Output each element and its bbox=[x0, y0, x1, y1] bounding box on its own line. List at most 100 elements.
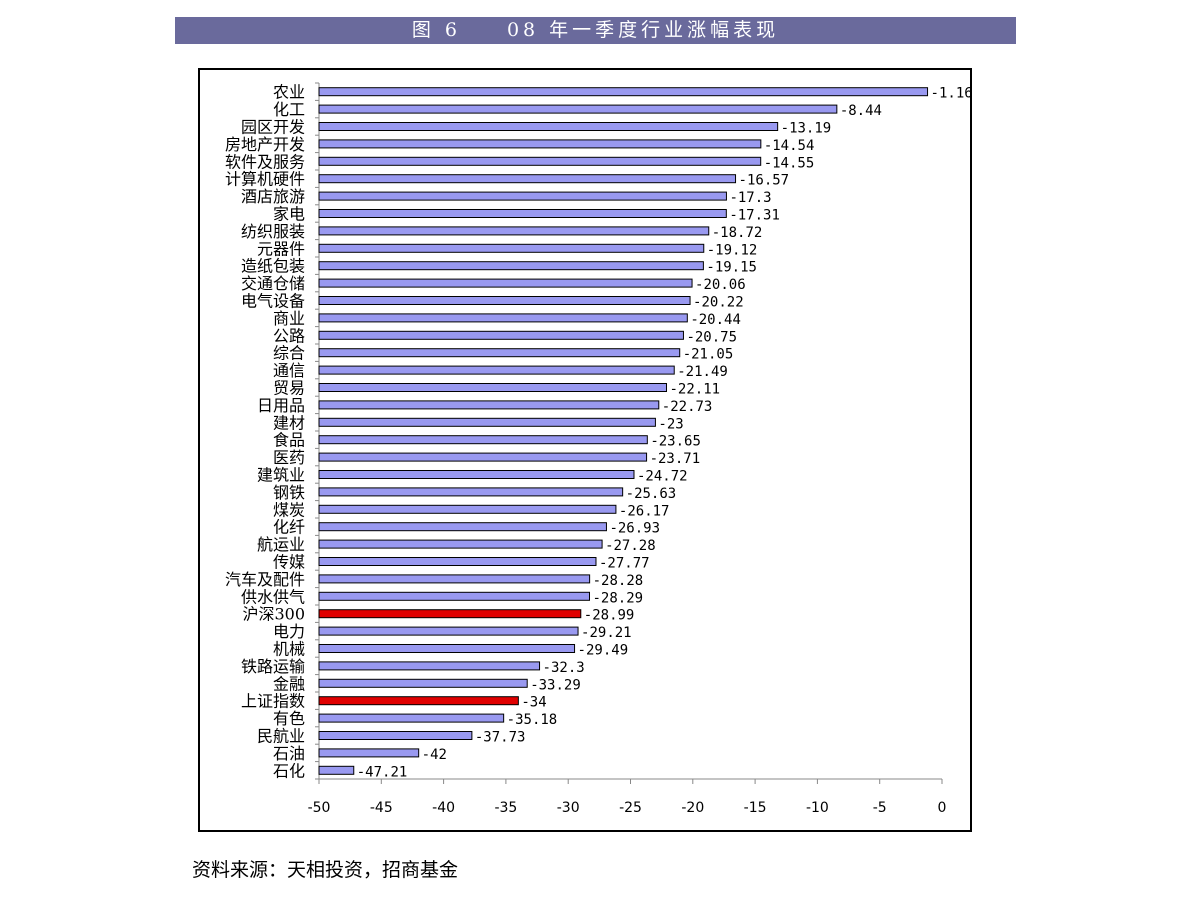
category-label: 造纸包装 bbox=[241, 257, 305, 276]
data-label: -35.18 bbox=[507, 712, 558, 728]
category-label: 化工 bbox=[273, 100, 305, 119]
bar bbox=[318, 626, 579, 636]
category-label: 金融 bbox=[273, 674, 305, 693]
data-label: -19.12 bbox=[707, 242, 758, 258]
category-label: 传媒 bbox=[273, 553, 305, 572]
bar bbox=[318, 522, 607, 532]
data-label: -18.72 bbox=[712, 225, 763, 241]
bar bbox=[318, 191, 727, 201]
bar bbox=[318, 609, 582, 619]
x-tick-label: -20 bbox=[681, 800, 704, 816]
bar bbox=[318, 748, 420, 758]
bar bbox=[318, 643, 576, 654]
chart-frame: -50 -45 -40 -35 -30 -25 -20 -15 -10 -5 0 农业 -1.16 化工 -… bbox=[198, 68, 972, 832]
data-label: -27.77 bbox=[599, 556, 650, 572]
category-label: 石油 bbox=[273, 744, 305, 763]
bar bbox=[318, 208, 727, 219]
data-label: -20.06 bbox=[695, 277, 746, 293]
category-label: 家电 bbox=[273, 205, 305, 224]
bar bbox=[318, 87, 929, 97]
data-label: -19.15 bbox=[706, 260, 757, 276]
x-tick-label: -10 bbox=[806, 800, 829, 816]
bar bbox=[318, 400, 660, 410]
bar bbox=[318, 730, 473, 741]
category-label: 沪深300 bbox=[242, 605, 305, 624]
category-label: 交通仓储 bbox=[241, 274, 305, 293]
data-label: -29.21 bbox=[581, 625, 632, 641]
category-label: 汽车及配件 bbox=[225, 570, 305, 589]
bar bbox=[318, 243, 705, 253]
data-label: -32.3 bbox=[543, 660, 585, 676]
bar bbox=[318, 365, 675, 375]
bar bbox=[318, 435, 648, 445]
x-tick-label: -40 bbox=[432, 800, 455, 816]
data-label: -22.11 bbox=[670, 382, 721, 398]
category-label: 机械 bbox=[273, 640, 305, 659]
category-label: 电力 bbox=[273, 622, 305, 641]
category-label: 软件及服务 bbox=[225, 152, 305, 171]
bar bbox=[318, 417, 656, 427]
category-label: 医药 bbox=[273, 448, 305, 467]
data-label: -23.65 bbox=[650, 434, 701, 450]
category-label: 钢铁 bbox=[273, 483, 305, 502]
bar bbox=[318, 591, 591, 601]
data-label: -26.93 bbox=[609, 521, 660, 537]
category-label: 酒店旅游 bbox=[241, 187, 305, 206]
x-tick-label: -30 bbox=[557, 800, 580, 816]
source-note: 资料来源：天相投资，招商基金 bbox=[192, 859, 459, 881]
category-label: 园区开发 bbox=[241, 118, 305, 137]
category-label: 航运业 bbox=[257, 535, 305, 554]
bar bbox=[318, 174, 737, 184]
bar bbox=[318, 348, 681, 358]
category-label: 贸易 bbox=[273, 379, 305, 398]
data-label: -25.63 bbox=[626, 486, 677, 502]
bar bbox=[318, 487, 624, 497]
category-label: 农业 bbox=[273, 83, 305, 102]
data-label: -23 bbox=[658, 416, 683, 432]
data-label: -33.29 bbox=[530, 677, 581, 693]
bar bbox=[318, 678, 528, 688]
bar bbox=[318, 765, 355, 775]
data-label: -14.54 bbox=[764, 138, 815, 154]
category-label: 综合 bbox=[273, 344, 305, 363]
bar bbox=[318, 574, 591, 584]
bar bbox=[318, 539, 603, 549]
bar bbox=[318, 713, 505, 723]
category-label: 建筑业 bbox=[257, 466, 305, 485]
category-label: 元器件 bbox=[257, 239, 305, 258]
category-label: 公路 bbox=[273, 326, 305, 345]
x-tick-label: 0 bbox=[938, 800, 947, 816]
category-label: 有色 bbox=[273, 709, 305, 728]
category-label: 铁路运输 bbox=[241, 657, 305, 676]
bar bbox=[318, 556, 597, 567]
data-label: -17.31 bbox=[729, 208, 780, 224]
x-tick-label: -35 bbox=[494, 800, 517, 816]
category-label: 计算机硬件 bbox=[225, 170, 305, 189]
category-label: 化纤 bbox=[273, 518, 305, 537]
data-label: -29.49 bbox=[578, 643, 629, 659]
data-label: -28.28 bbox=[593, 573, 644, 589]
category-label: 房地产开发 bbox=[225, 135, 305, 154]
x-tick-label: -25 bbox=[619, 800, 642, 816]
bar bbox=[318, 330, 684, 340]
category-label: 通信 bbox=[273, 361, 305, 380]
category-label: 煤炭 bbox=[273, 500, 305, 519]
bar bbox=[318, 104, 838, 114]
category-label: 电气设备 bbox=[241, 292, 305, 311]
data-label: -8.44 bbox=[840, 103, 882, 119]
category-label: 民航业 bbox=[257, 727, 305, 746]
category-label: 供水供气 bbox=[241, 587, 305, 606]
data-label: -34 bbox=[521, 695, 546, 711]
figure-title-bar: 图 6 08 年一季度行业涨幅表现 bbox=[175, 17, 1016, 44]
data-label: -14.55 bbox=[764, 155, 815, 171]
category-label: 建材 bbox=[273, 413, 305, 432]
bar bbox=[318, 452, 648, 462]
x-tick-label: -5 bbox=[873, 800, 887, 816]
data-label: -17.3 bbox=[729, 190, 771, 206]
bar bbox=[318, 504, 617, 514]
bar bbox=[318, 139, 762, 149]
data-label: -20.44 bbox=[690, 312, 741, 328]
bar bbox=[318, 295, 691, 306]
data-label: -22.73 bbox=[662, 399, 713, 415]
